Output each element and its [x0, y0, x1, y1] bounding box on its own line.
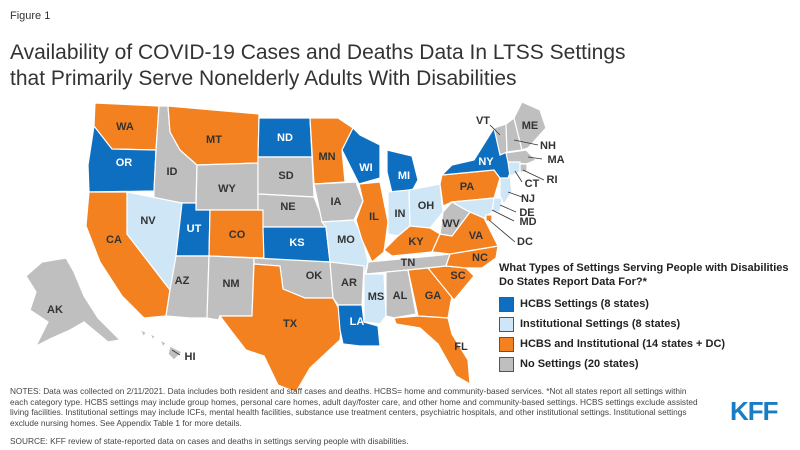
label-NV: NV — [140, 215, 156, 227]
legend-label: HCBS and Institutional (14 states + DC) — [520, 338, 726, 350]
state-HI-part-2 — [148, 332, 156, 342]
label-UT: UT — [187, 223, 202, 235]
label-IL: IL — [369, 211, 379, 223]
legend: What Types of Settings Serving People wi… — [499, 261, 794, 375]
label-NH: NH — [540, 140, 556, 152]
label-IA: IA — [331, 196, 342, 208]
label-PA: PA — [460, 181, 475, 193]
label-MO: MO — [337, 234, 355, 246]
label-AZ: AZ — [175, 275, 190, 287]
label-AL: AL — [393, 290, 408, 302]
label-OH: OH — [418, 200, 435, 212]
state-TX — [218, 263, 344, 393]
label-ND: ND — [277, 132, 293, 144]
notes: NOTES: Data was collected on 2/11/2021. … — [10, 386, 698, 428]
label-TX: TX — [283, 318, 298, 330]
label-WY: WY — [218, 183, 236, 195]
label-WV: WV — [442, 218, 460, 230]
state-MS — [363, 273, 387, 325]
label-OR: OR — [116, 157, 133, 169]
state-GA — [407, 267, 453, 319]
state-MA — [505, 149, 538, 165]
label-CT: CT — [525, 178, 540, 190]
label-GA: GA — [425, 290, 442, 302]
label-NJ: NJ — [521, 193, 535, 205]
legend-item-none: No Settings (20 states) — [499, 355, 794, 373]
title-line-1: Availability of COVID-19 Cases and Death… — [10, 41, 626, 64]
label-NE: NE — [280, 201, 295, 213]
state-RI — [519, 163, 528, 173]
legend-label: No Settings (20 states) — [520, 358, 639, 370]
label-IN: IN — [395, 208, 406, 220]
legend-item-both: HCBS and Institutional (14 states + DC) — [499, 335, 794, 353]
label-MD: MD — [519, 216, 536, 228]
legend-swatch — [499, 356, 514, 372]
state-HI-part-3 — [158, 338, 167, 349]
label-TN: TN — [401, 257, 416, 269]
label-SD: SD — [278, 170, 293, 182]
label-MI: MI — [398, 170, 410, 182]
state-SC — [426, 265, 475, 301]
label-VA: VA — [469, 230, 484, 242]
label-WI: WI — [359, 162, 372, 174]
label-AK: AK — [47, 304, 63, 316]
state-KY — [383, 225, 441, 257]
leader-lines — [171, 124, 545, 356]
label-HI: HI — [185, 351, 196, 363]
chart-title: Availability of COVID-19 Cases and Death… — [10, 40, 710, 92]
source: SOURCE: KFF review of state-reported dat… — [10, 436, 409, 446]
label-AR: AR — [341, 277, 357, 289]
state-LA — [337, 304, 381, 347]
label-KY: KY — [408, 236, 424, 248]
label-DE: DE — [519, 207, 534, 219]
legend-label: Institutional Settings (8 states) — [520, 318, 681, 330]
legend-label: HCBS Settings (8 states) — [520, 298, 649, 310]
state-AK — [25, 257, 122, 348]
state-HI — [138, 328, 147, 339]
kff-logo: KFF — [730, 396, 779, 426]
state-IA — [313, 181, 364, 223]
label-MN: MN — [318, 151, 335, 163]
figure-label: Figure 1 — [10, 10, 51, 22]
label-CA: CA — [106, 234, 122, 246]
label-NC: NC — [472, 252, 488, 264]
label-ME: ME — [522, 120, 539, 132]
label-RI: RI — [547, 174, 558, 186]
label-MT: MT — [206, 134, 222, 146]
legend-swatch — [499, 336, 514, 352]
label-OK: OK — [306, 270, 323, 282]
state-NJ — [499, 175, 513, 206]
state-FL — [393, 315, 471, 386]
label-VT: VT — [476, 115, 490, 127]
legend-item-hcbs: HCBS Settings (8 states) — [499, 295, 794, 313]
label-NM: NM — [222, 278, 239, 290]
legend-swatch — [499, 316, 514, 332]
label-LA: LA — [350, 316, 365, 328]
state-labels: WA OR CA ID NV MT WY UT CO AZ NM ND SD N… — [47, 115, 565, 363]
state-CT — [507, 161, 521, 177]
legend-item-institutional: Institutional Settings (8 states) — [499, 315, 794, 333]
label-SC: SC — [450, 270, 465, 282]
label-NY: NY — [478, 156, 494, 168]
label-KS: KS — [289, 237, 304, 249]
state-OH — [408, 183, 444, 229]
state-DE — [491, 197, 503, 213]
title-line-2: that Primarily Serve Nonelderly Adults W… — [10, 67, 517, 90]
state-HI-part-4 — [167, 345, 184, 361]
state-AL — [385, 269, 417, 319]
label-FL: FL — [454, 341, 468, 353]
legend-swatch — [499, 296, 514, 312]
label-WA: WA — [116, 121, 134, 133]
label-CO: CO — [229, 229, 246, 241]
label-ID: ID — [167, 166, 178, 178]
label-MA: MA — [547, 154, 564, 166]
state-DC — [485, 214, 493, 222]
legend-question: What Types of Settings Serving People wi… — [499, 262, 789, 288]
label-DC: DC — [517, 236, 533, 248]
label-MS: MS — [368, 291, 385, 303]
